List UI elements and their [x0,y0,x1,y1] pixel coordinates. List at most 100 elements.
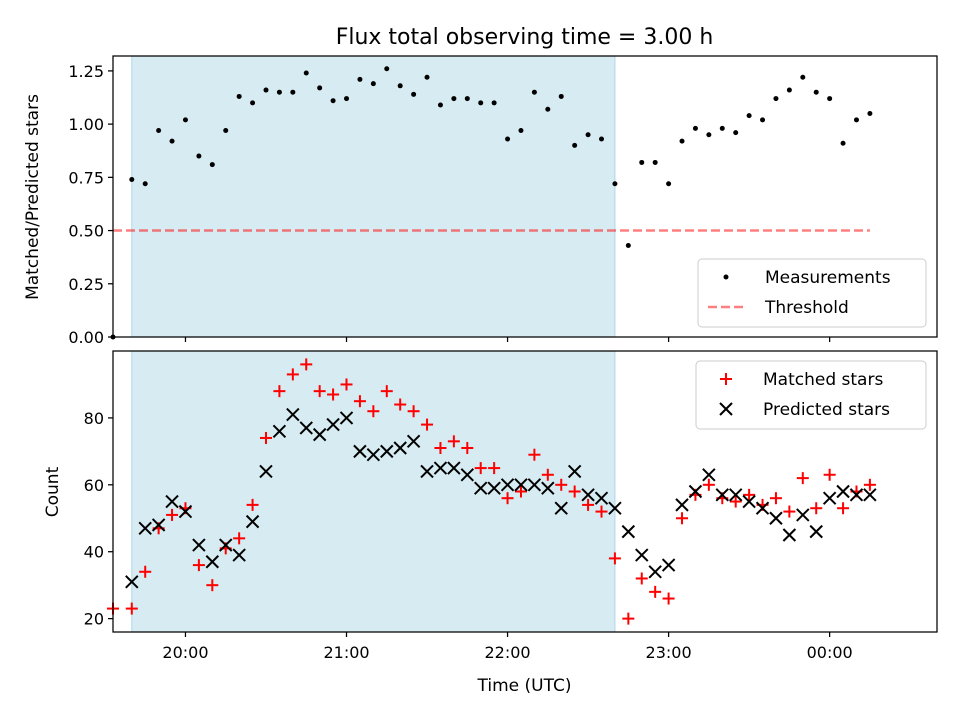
matched-point [863,478,876,491]
matched-point [837,502,850,515]
threshold-legend-label: Threshold [764,298,849,318]
measurement-point [773,96,779,102]
predicted-point [608,501,622,515]
measurement-point [505,136,511,142]
measurement-point [411,91,417,97]
predicted-point [514,478,528,492]
matched-point [259,431,272,444]
measurement-point [666,181,672,187]
matched-point [582,498,595,511]
measurement-point [518,128,524,134]
count-legend: Matched stars Predicted stars [695,360,927,430]
matched-point [501,492,514,505]
measurement-point [209,162,215,168]
predicted-point [138,521,152,536]
matched-point [635,572,648,585]
measurement-point [733,130,739,136]
matched-point [528,448,541,461]
measurement-point [384,66,390,72]
measurement-point [330,98,336,104]
measurement-point [437,102,443,108]
matched-point [474,462,487,475]
matched-point [246,498,259,511]
y-tick-label: 0.75 [68,168,104,187]
matched-point [286,368,299,381]
predicted-point [353,444,367,459]
predicted-point [648,565,662,579]
predicted-point [125,575,139,589]
measurement-point [679,138,685,144]
predicted-point [460,468,475,482]
measurements-legend-marker [723,274,729,280]
measurement-point [344,96,350,102]
matched-point [273,385,286,398]
y-tick-label: 80 [84,409,104,428]
predicted-point [863,488,877,502]
measurement-point [585,132,591,138]
predicted-point [635,548,649,562]
predicted-point [433,461,448,475]
measurement-point [370,81,376,87]
matched-point [421,418,434,431]
measurement-point [451,96,457,102]
matched-legend-label: Matched stars [763,370,883,390]
matched-point [139,565,152,578]
predicted-point [849,488,864,502]
x-tick-label: 22:00 [484,643,530,662]
measurement-point [867,110,873,116]
measurement-point [129,176,135,182]
predicted-point [420,464,434,479]
measurement-point [813,89,819,95]
matched-point [743,488,756,501]
predicted-point [836,484,850,499]
measurement-point [572,142,578,148]
measurement-point [263,87,269,93]
predicted-point [474,481,488,495]
matched-point [729,495,742,508]
predicted-point [702,468,716,482]
matched-point [340,378,353,391]
predicted-point [621,524,636,539]
y-tick-label: 1.25 [68,62,104,81]
measurement-point [196,153,202,159]
predicted-point [205,555,220,569]
measurement-point [236,93,242,99]
matched-point [649,585,662,598]
predicted-point [219,538,233,552]
count-y-axis-label: Count [43,466,63,517]
count-plot-frame [112,350,938,633]
count-panel: 20 40 60 80 20:00 21:00 22:00 23:00 00:00 Count… [43,350,938,696]
predicted-point [688,484,703,499]
matched-point [353,395,366,408]
predicted-point [661,558,676,572]
measurement-point [317,85,323,91]
y-tick-label: 20 [84,610,104,629]
predicted-point [782,528,797,542]
matched-point [662,592,675,605]
ratio-x-axis [184,337,831,342]
matched-point [206,579,219,592]
measurement-point [478,100,484,106]
y-tick-label: 0.00 [68,328,104,347]
matched-point [447,435,460,448]
predicted-point [527,478,542,492]
matched-point [233,532,246,545]
predicted-point [728,488,743,502]
count-y-axis: 20 40 60 80 [84,409,113,629]
matched-point [769,492,782,505]
measurement-point [853,117,859,123]
measurement-point [719,125,725,131]
predicted-point [259,464,273,479]
matched-point [823,468,836,481]
measurement-point [491,100,497,106]
measurement-point [357,76,363,82]
predicted-legend-marker [719,402,733,416]
predicted-point [769,511,783,525]
x-tick-label: 00:00 [807,643,853,662]
predicted-point [312,427,327,442]
predicted-point [326,417,340,432]
predicted-point [272,424,287,438]
measurement-point [652,159,658,165]
measurement-point [800,74,806,80]
predicted-point [232,548,246,562]
